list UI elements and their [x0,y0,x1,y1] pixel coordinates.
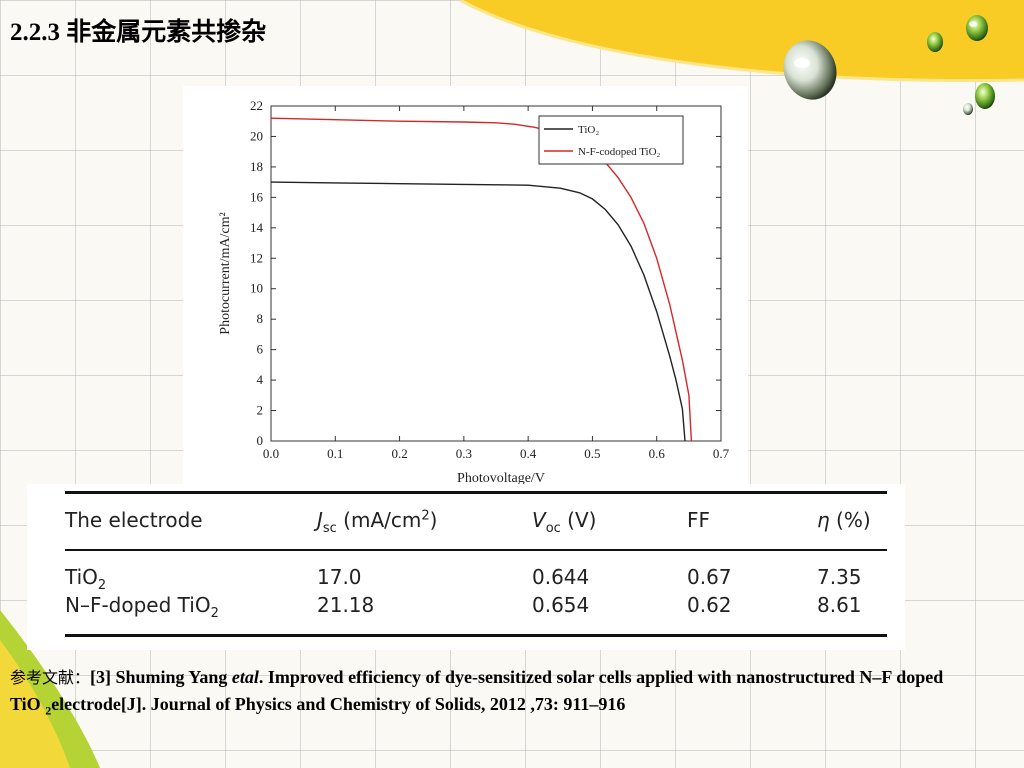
table-top-rule [65,491,887,494]
row-nf-voc: 0.654 [532,593,590,617]
series-line-1 [270,117,693,442]
slide-title: 2.2.3 非金属元素共掺杂 [10,19,267,46]
y-tick-label: 22 [250,98,263,113]
row-nf-jsc: 21.18 [317,593,375,617]
header-voc: Voc (V) [532,508,597,536]
x-axis-label: Photovoltage/V [457,471,545,484]
reference-citation: 参考文献：[3] Shuming Yang etal. Improved eff… [10,667,944,718]
y-tick-label: 8 [257,311,264,326]
row-tio2-ff: 0.67 [687,565,732,589]
y-tick-label: 20 [250,128,263,143]
plot-frame [270,105,722,442]
jv-curve-chart: 0.0 0.1 0.2 0.3 0.4 0.5 0.6 0.7 0 2 4 6 8 10 12 14 16 18 2… [183,86,748,484]
y-tick-label: 18 [250,159,263,174]
row-nf-electrode: N–F-doped TiO2 [65,593,219,621]
y-tick-label: 2 [257,403,264,418]
y-axis-label: Photocurrent/mA/cm² [218,212,233,334]
table-header-rule [65,549,887,551]
x-tick-label: 0.4 [520,446,537,461]
jv-curve-svg: 0.0 0.1 0.2 0.3 0.4 0.5 0.6 0.7 0 2 4 6 8 10 12 14 16 18 2… [218,98,730,484]
row-tio2-eta: 7.35 [817,565,862,589]
row-nf-ff: 0.62 [687,593,732,617]
row-tio2-voc: 0.644 [532,565,590,589]
x-tick-label: 0.5 [584,446,600,461]
x-tick-label: 0.1 [327,446,343,461]
y-tick-label: 14 [250,220,264,235]
x-tick-label: 0.3 [456,446,472,461]
legend-box [538,115,684,165]
x-tick-label: 0.2 [391,446,407,461]
row-nf-eta: 8.61 [817,593,862,617]
y-tick-label: 4 [257,372,264,387]
y-tick-label: 10 [250,281,263,296]
row-tio2-jsc: 17.0 [317,565,362,589]
reference-label: 参考文献： [10,668,91,687]
x-tick-label: 0.7 [713,446,730,461]
x-tick-label: 0.0 [263,446,279,461]
header-electrode: The electrode [65,508,203,532]
y-tick-label: 16 [250,189,264,204]
series-line-0 [270,181,686,442]
y-tick-label: 6 [257,342,264,357]
header-eta: η (%) [817,508,871,532]
performance-table: The electrode Jsc (mA/cm2) Voc (V) FF η … [27,484,905,650]
x-tick-label: 0.6 [649,446,666,461]
legend-label-1: N-F-codoped TiO₂ [578,146,661,158]
water-droplet-decoration [783,15,995,115]
y-tick-label: 0 [257,433,264,448]
y-tick-label: 12 [250,250,263,265]
table-bottom-rule [65,634,887,637]
row-tio2-electrode: TiO2 [65,565,107,593]
legend-label-0: TiO₂ [578,124,599,136]
header-ff: FF [687,508,711,532]
header-jsc: Jsc (mA/cm2) [317,508,438,536]
